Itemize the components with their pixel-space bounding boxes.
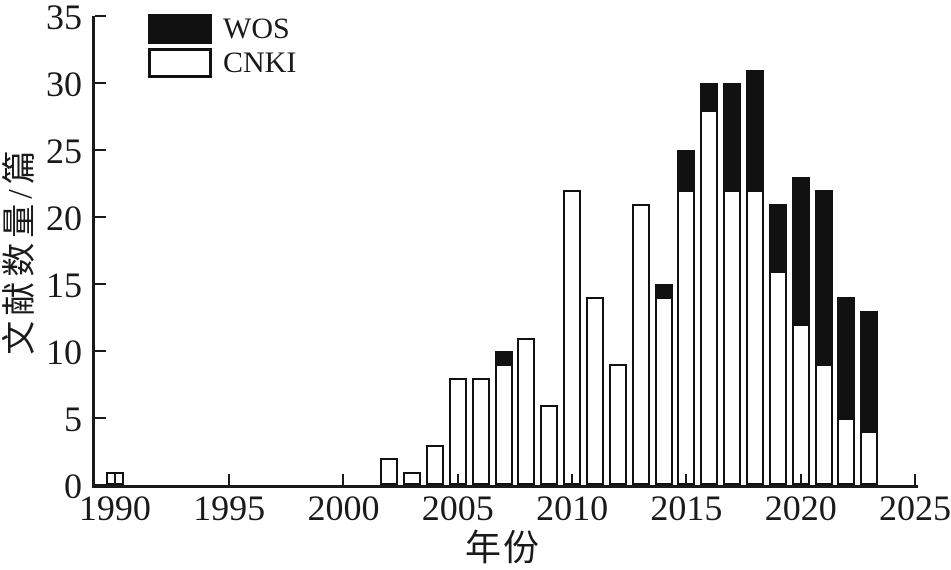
bar-segment-wos-2020 <box>791 176 810 325</box>
y-tick-label: 15 <box>46 265 82 305</box>
bar-2003 <box>403 471 422 485</box>
bar-segment-cnki-2020 <box>791 324 810 485</box>
legend-label-cnki: CNKI <box>223 46 297 79</box>
bar-segment-cnki-2021 <box>814 364 833 485</box>
bar-segment-cnki-2019 <box>768 270 787 485</box>
x-tick <box>685 474 688 485</box>
bar-segment-cnki-2022 <box>837 418 856 485</box>
x-tick <box>456 474 459 485</box>
bar-2005 <box>448 377 467 485</box>
bar-segment-wos-2019 <box>768 203 787 271</box>
bar-2015 <box>677 150 696 485</box>
x-tick-label: 1995 <box>193 488 266 528</box>
x-tick-label: 2010 <box>536 488 609 528</box>
x-tick <box>113 474 116 485</box>
bar-segment-wos-2017 <box>723 83 742 191</box>
bar-2019 <box>768 203 787 485</box>
bar-segment-wos-2007 <box>494 351 513 365</box>
x-axis-title: 年份 <box>464 528 541 568</box>
bar-segment-cnki-2014 <box>654 297 673 485</box>
bar-segment-cnki-2013 <box>631 203 650 485</box>
bar-2014 <box>654 284 673 485</box>
cnki-swatch-icon <box>148 48 212 78</box>
y-axis-line <box>92 16 95 488</box>
bar-2016 <box>700 83 719 485</box>
legend-item-cnki: CNKI <box>148 47 296 79</box>
bar-segment-cnki-2002 <box>380 458 399 485</box>
bar-2012 <box>608 364 627 485</box>
x-tick <box>914 474 916 485</box>
bar-segment-cnki-2010 <box>563 190 582 485</box>
bar-segment-cnki-2008 <box>517 337 536 485</box>
legend-label-wos: WOS <box>223 12 290 45</box>
bar-segment-cnki-2018 <box>745 190 764 485</box>
x-tick-label: 2005 <box>421 488 494 528</box>
bar-segment-cnki-2006 <box>471 377 490 485</box>
bar-2007 <box>494 351 513 485</box>
bar-2018 <box>745 69 764 485</box>
bar-segment-cnki-2007 <box>494 364 513 485</box>
y-tick <box>95 15 106 17</box>
y-tick-label: 30 <box>46 64 82 104</box>
bar-segment-cnki-2012 <box>608 364 627 485</box>
bar-2011 <box>585 297 604 485</box>
bar-segment-cnki-2005 <box>448 377 467 485</box>
x-tick <box>799 474 802 485</box>
y-tick <box>95 417 106 419</box>
y-tick-label: 5 <box>64 399 82 439</box>
bar-segment-cnki-2023 <box>860 431 879 485</box>
y-tick-label: 35 <box>46 0 82 37</box>
bar-2020 <box>791 176 810 485</box>
x-axis-line <box>92 485 918 488</box>
bar-segment-wos-2015 <box>677 150 696 191</box>
y-axis-title: 文献数量/篇 <box>2 145 39 355</box>
x-tick-label: 2020 <box>764 488 837 528</box>
y-tick-label: 0 <box>64 466 82 506</box>
bar-segment-cnki-2004 <box>425 444 444 485</box>
bar-segment-wos-2018 <box>745 69 764 191</box>
x-tick <box>571 474 574 485</box>
bar-2004 <box>425 444 444 485</box>
y-tick <box>95 484 106 486</box>
bar-segment-wos-2014 <box>654 284 673 298</box>
bar-segment-cnki-2009 <box>540 404 559 485</box>
legend-item-wos: WOS <box>148 13 296 45</box>
y-tick-label: 25 <box>46 131 82 171</box>
x-tick <box>342 474 345 485</box>
y-tick-label: 10 <box>46 332 82 372</box>
bar-segment-wos-2021 <box>814 190 833 365</box>
y-tick <box>95 283 106 285</box>
bar-segment-wos-2016 <box>700 83 719 110</box>
bar-2022 <box>837 297 856 485</box>
bar-segment-cnki-2017 <box>723 190 742 485</box>
bar-segment-cnki-2003 <box>403 471 422 485</box>
x-tick-label: 2025 <box>879 488 951 528</box>
bar-2023 <box>860 310 879 485</box>
wos-swatch-icon <box>148 14 212 44</box>
bar-segment-wos-2022 <box>837 297 856 418</box>
bar-2010 <box>563 190 582 485</box>
bar-segment-cnki-2015 <box>677 190 696 485</box>
bar-segment-wos-2023 <box>860 310 879 432</box>
y-tick <box>95 82 106 84</box>
y-tick <box>95 149 106 151</box>
y-tick-label: 20 <box>46 198 82 238</box>
x-tick-label: 2015 <box>650 488 723 528</box>
bar-2021 <box>814 190 833 485</box>
bar-2006 <box>471 377 490 485</box>
x-tick <box>228 474 231 485</box>
bar-2013 <box>631 203 650 485</box>
bar-2008 <box>517 337 536 485</box>
y-tick <box>95 216 106 218</box>
y-tick <box>95 350 106 352</box>
bar-segment-cnki-2016 <box>700 109 719 485</box>
bar-segment-cnki-2011 <box>585 297 604 485</box>
x-tick-label: 2000 <box>307 488 380 528</box>
bar-2017 <box>723 83 742 485</box>
bar-2009 <box>540 404 559 485</box>
legend: WOS CNKI <box>148 13 296 81</box>
x-tick-label: 1990 <box>78 488 151 528</box>
bar-2002 <box>380 458 399 485</box>
